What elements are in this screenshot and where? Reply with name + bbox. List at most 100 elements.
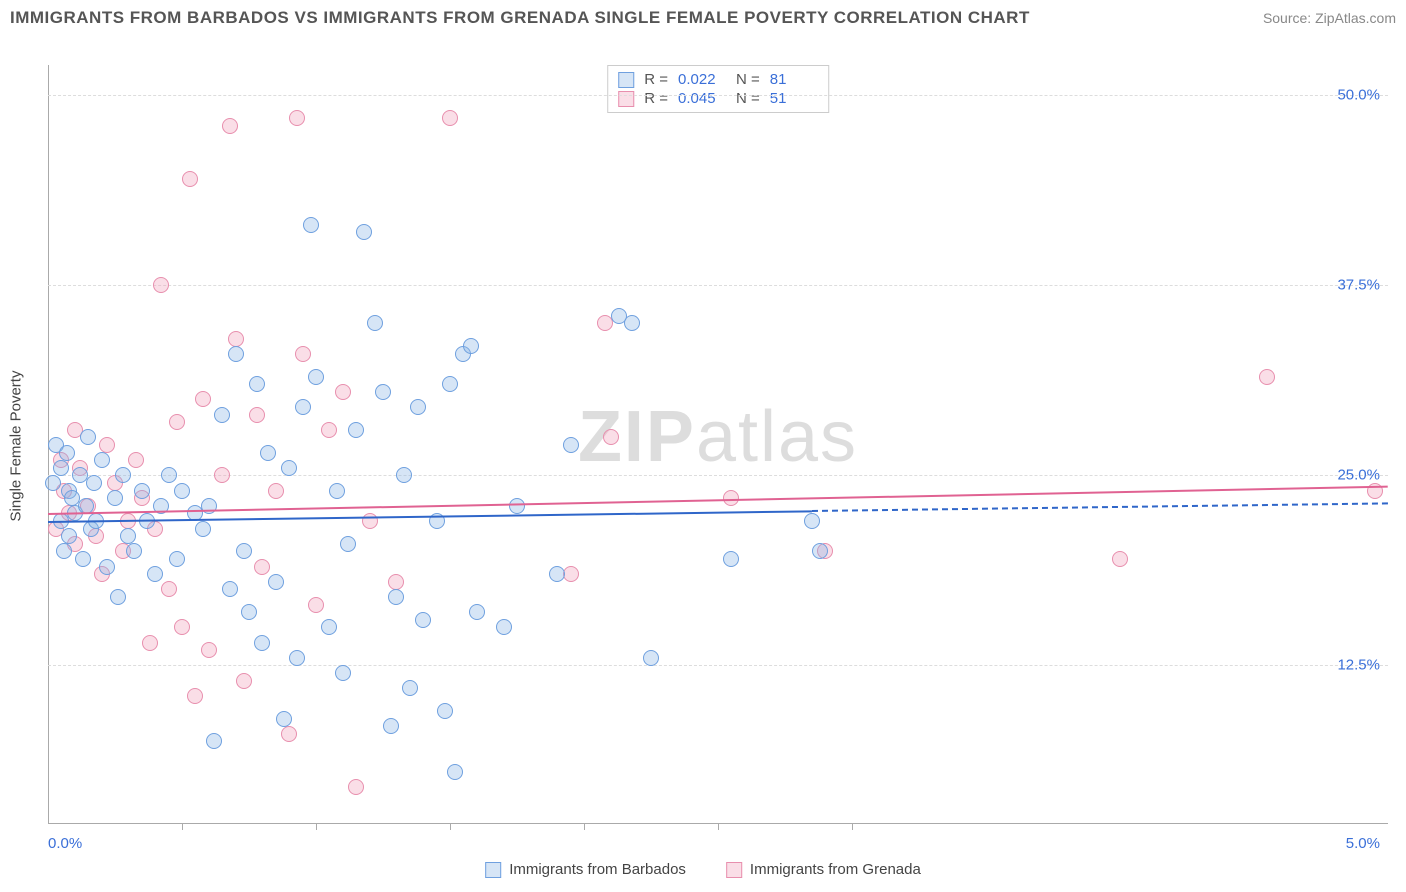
chart-source: Source: ZipAtlas.com	[1263, 10, 1396, 26]
x-min-label: 0.0%	[48, 835, 82, 852]
stats-legend: R = 0.022 N = 81 R = 0.045 N = 51	[607, 65, 829, 113]
trend-line-dash-barbados	[812, 503, 1388, 513]
scatter-point-grenada	[268, 483, 284, 499]
scatter-point-grenada	[295, 346, 311, 362]
r-value-grenada: 0.045	[678, 90, 726, 107]
scatter-point-grenada	[128, 452, 144, 468]
scatter-point-barbados	[469, 604, 485, 620]
r-label: R =	[644, 71, 668, 88]
scatter-point-barbados	[396, 467, 412, 483]
scatter-point-grenada	[187, 688, 203, 704]
scatter-point-barbados	[321, 619, 337, 635]
scatter-point-barbados	[447, 764, 463, 780]
scatter-point-barbados	[222, 581, 238, 597]
scatter-point-barbados	[463, 338, 479, 354]
scatter-point-barbados	[624, 315, 640, 331]
bottom-legend: Immigrants from Barbados Immigrants from…	[485, 861, 921, 878]
chart-plot-area: ZIPatlas R = 0.022 N = 81 R = 0.045 N = …	[48, 64, 1388, 824]
scatter-point-grenada	[335, 384, 351, 400]
scatter-point-barbados	[356, 224, 372, 240]
n-value-barbados: 81	[770, 71, 818, 88]
scatter-point-barbados	[388, 589, 404, 605]
swatch-barbados	[485, 862, 501, 878]
scatter-point-barbados	[147, 566, 163, 582]
scatter-point-barbados	[206, 733, 222, 749]
scatter-point-grenada	[388, 574, 404, 590]
r-label: R =	[644, 90, 668, 107]
scatter-point-barbados	[509, 498, 525, 514]
scatter-point-grenada	[249, 407, 265, 423]
scatter-point-barbados	[56, 543, 72, 559]
scatter-point-grenada	[281, 726, 297, 742]
scatter-point-barbados	[126, 543, 142, 559]
x-tick	[182, 824, 183, 830]
swatch-barbados	[618, 72, 634, 88]
scatter-point-grenada	[153, 277, 169, 293]
legend-item-barbados: Immigrants from Barbados	[485, 861, 686, 878]
scatter-point-barbados	[169, 551, 185, 567]
legend-item-grenada: Immigrants from Grenada	[726, 861, 921, 878]
r-value-barbados: 0.022	[678, 71, 726, 88]
scatter-point-barbados	[236, 543, 252, 559]
scatter-point-grenada	[236, 673, 252, 689]
scatter-point-barbados	[249, 376, 265, 392]
x-tick	[718, 824, 719, 830]
scatter-point-barbados	[643, 650, 659, 666]
scatter-point-grenada	[603, 429, 619, 445]
scatter-point-barbados	[303, 217, 319, 233]
scatter-point-barbados	[80, 429, 96, 445]
scatter-point-barbados	[195, 521, 211, 537]
scatter-point-grenada	[201, 642, 217, 658]
scatter-point-grenada	[214, 467, 230, 483]
n-value-grenada: 51	[770, 90, 818, 107]
scatter-point-barbados	[289, 650, 305, 666]
scatter-point-grenada	[169, 414, 185, 430]
scatter-point-grenada	[308, 597, 324, 613]
y-tick-label: 25.0%	[1337, 467, 1380, 484]
scatter-point-barbados	[214, 407, 230, 423]
scatter-point-barbados	[367, 315, 383, 331]
scatter-point-barbados	[260, 445, 276, 461]
scatter-point-grenada	[182, 171, 198, 187]
scatter-point-barbados	[410, 399, 426, 415]
scatter-point-barbados	[75, 551, 91, 567]
scatter-point-grenada	[161, 581, 177, 597]
y-axis-title: Single Female Poverty	[8, 371, 25, 522]
scatter-point-barbados	[335, 665, 351, 681]
scatter-point-barbados	[804, 513, 820, 529]
scatter-point-grenada	[289, 110, 305, 126]
watermark: ZIPatlas	[578, 395, 858, 477]
scatter-point-grenada	[222, 118, 238, 134]
gridline	[48, 95, 1388, 96]
scatter-point-barbados	[94, 452, 110, 468]
swatch-grenada	[618, 91, 634, 107]
scatter-point-barbados	[442, 376, 458, 392]
scatter-point-barbados	[563, 437, 579, 453]
scatter-point-grenada	[142, 635, 158, 651]
scatter-point-barbados	[45, 475, 61, 491]
y-tick-label: 12.5%	[1337, 657, 1380, 674]
scatter-point-barbados	[228, 346, 244, 362]
x-tick	[450, 824, 451, 830]
n-label: N =	[736, 90, 760, 107]
scatter-point-barbados	[241, 604, 257, 620]
gridline	[48, 475, 1388, 476]
scatter-point-grenada	[321, 422, 337, 438]
scatter-point-barbados	[549, 566, 565, 582]
y-tick-label: 37.5%	[1337, 277, 1380, 294]
scatter-point-barbados	[120, 528, 136, 544]
scatter-point-barbados	[53, 460, 69, 476]
scatter-point-barbados	[496, 619, 512, 635]
scatter-point-barbados	[340, 536, 356, 552]
scatter-point-barbados	[134, 483, 150, 499]
gridline	[48, 665, 1388, 666]
scatter-point-barbados	[99, 559, 115, 575]
scatter-point-grenada	[1259, 369, 1275, 385]
stats-row-grenada: R = 0.045 N = 51	[618, 89, 818, 108]
scatter-point-barbados	[59, 445, 75, 461]
watermark-prefix: ZIP	[578, 396, 696, 476]
chart-header: IMMIGRANTS FROM BARBADOS VS IMMIGRANTS F…	[10, 8, 1396, 28]
scatter-point-barbados	[308, 369, 324, 385]
scatter-point-barbados	[295, 399, 311, 415]
legend-label-grenada: Immigrants from Grenada	[750, 861, 921, 878]
